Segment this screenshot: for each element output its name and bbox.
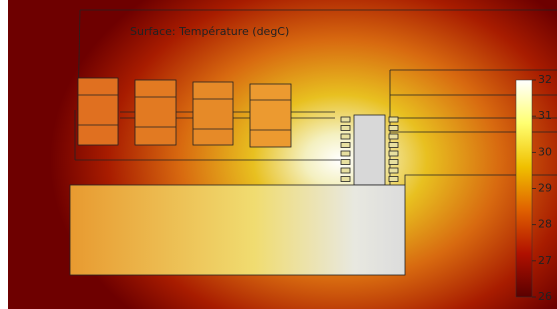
colorbar bbox=[516, 80, 532, 297]
pad bbox=[341, 143, 350, 148]
pad bbox=[341, 168, 350, 173]
pad bbox=[389, 134, 398, 139]
pad bbox=[389, 117, 398, 122]
tick-label: 28 bbox=[538, 218, 552, 231]
pad bbox=[389, 151, 398, 156]
pad bbox=[341, 134, 350, 139]
pad bbox=[341, 151, 350, 156]
plane bbox=[70, 185, 405, 275]
component bbox=[250, 84, 291, 147]
simulation-view: Surface: Température (degC) 32 31 30 29 28 27… bbox=[0, 0, 557, 309]
tick-label: 31 bbox=[538, 109, 552, 122]
pad bbox=[389, 143, 398, 148]
pad bbox=[341, 117, 350, 122]
tick-label: 27 bbox=[538, 254, 552, 267]
pad bbox=[341, 126, 350, 131]
pad bbox=[389, 160, 398, 165]
component bbox=[193, 82, 233, 145]
pad bbox=[389, 177, 398, 182]
component bbox=[135, 80, 176, 145]
tick-label: 29 bbox=[538, 182, 552, 195]
pad bbox=[389, 168, 398, 173]
component bbox=[78, 78, 118, 145]
chip bbox=[354, 115, 385, 185]
pad bbox=[341, 160, 350, 165]
tick-label: 32 bbox=[538, 73, 552, 86]
pad bbox=[389, 126, 398, 131]
tick-label: 26 bbox=[538, 290, 552, 303]
pad bbox=[341, 177, 350, 182]
plot-title: Surface: Température (degC) bbox=[130, 25, 289, 38]
tick-label: 30 bbox=[538, 145, 552, 158]
